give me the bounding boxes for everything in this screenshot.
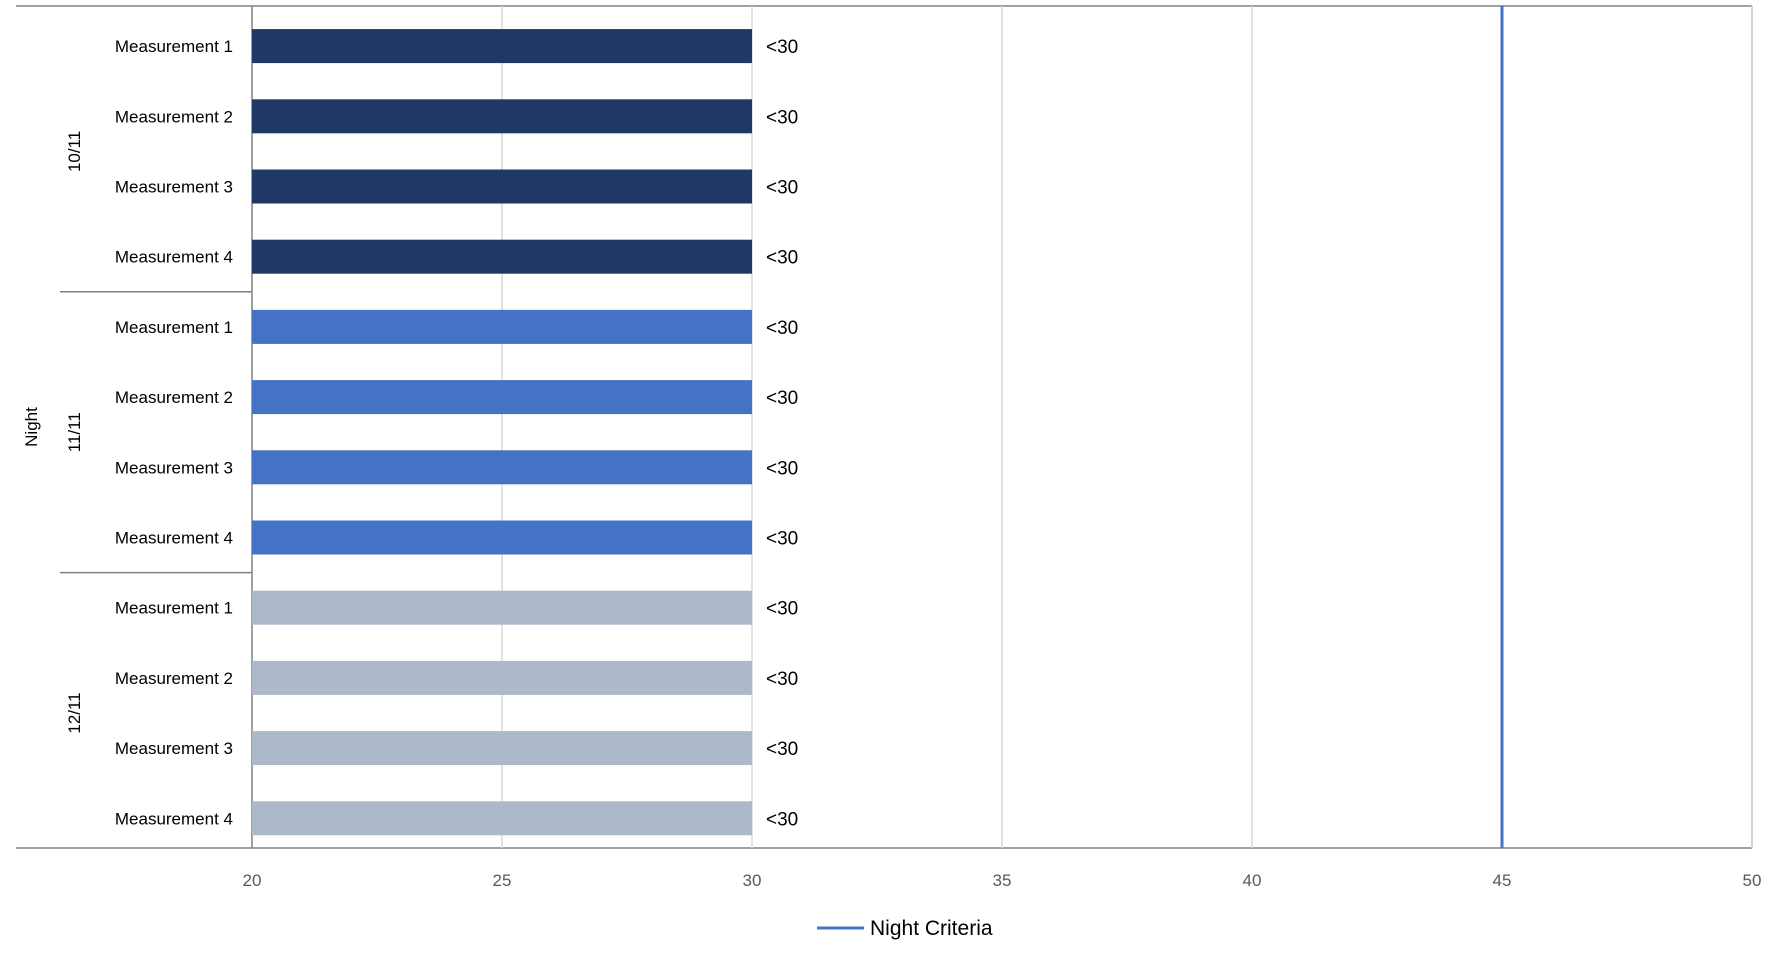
category-label: Measurement 1 xyxy=(115,37,233,56)
bar xyxy=(252,660,752,695)
category-label: Measurement 4 xyxy=(115,809,233,828)
bar xyxy=(252,169,752,204)
group-label: 11/11 xyxy=(65,412,84,452)
category-label: Measurement 2 xyxy=(115,107,233,126)
bar xyxy=(252,801,752,836)
data-label: <30 xyxy=(766,529,798,550)
axis-labels: Measurement 1 Measurement 2 Measurement 3 M… xyxy=(22,37,1761,890)
data-label: <30 xyxy=(766,37,798,58)
category-label: Measurement 1 xyxy=(115,318,233,337)
x-tick-label: 50 xyxy=(1743,871,1762,890)
category-label: Measurement 4 xyxy=(115,248,233,267)
legend-label: Night Criteria xyxy=(870,917,993,940)
category-label: Measurement 3 xyxy=(115,458,233,477)
group-label: 10/11 xyxy=(65,131,84,172)
x-tick-label: 20 xyxy=(243,871,262,890)
data-labels: <30 <30 <30 <30 <30 <30 <30 <30 <30 <30 <30 <30 xyxy=(766,37,798,830)
x-tick-label: 30 xyxy=(743,871,762,890)
group-label: 12/11 xyxy=(65,692,84,733)
bar xyxy=(252,380,752,415)
bar xyxy=(252,29,752,64)
data-label: <30 xyxy=(766,107,798,128)
data-label: <30 xyxy=(766,599,798,620)
data-label: <30 xyxy=(766,739,798,760)
data-label: <30 xyxy=(766,388,798,409)
data-label: <30 xyxy=(766,178,798,199)
data-label: <30 xyxy=(766,318,798,339)
category-label: Measurement 3 xyxy=(115,739,233,758)
bar xyxy=(252,731,752,766)
bar xyxy=(252,450,752,485)
outer-group-label: Night xyxy=(22,407,41,447)
bar xyxy=(252,239,752,274)
data-label: <30 xyxy=(766,458,798,479)
x-tick-label: 25 xyxy=(493,871,512,890)
x-tick-label: 35 xyxy=(993,871,1012,890)
x-tick-label: 40 xyxy=(1243,871,1262,890)
data-label: <30 xyxy=(766,248,798,269)
category-label: Measurement 2 xyxy=(115,388,233,407)
category-label: Measurement 2 xyxy=(115,669,233,688)
bar xyxy=(252,99,752,134)
category-label: Measurement 3 xyxy=(115,178,233,197)
data-label: <30 xyxy=(766,669,798,690)
category-label: Measurement 1 xyxy=(115,599,233,618)
x-tick-label: 45 xyxy=(1493,871,1512,890)
category-label: Measurement 4 xyxy=(115,529,233,548)
bar xyxy=(252,590,752,625)
bar xyxy=(252,520,752,555)
legend: Night Criteria xyxy=(817,917,993,940)
bars xyxy=(252,29,752,836)
data-label: <30 xyxy=(766,809,798,830)
bar xyxy=(252,309,752,344)
